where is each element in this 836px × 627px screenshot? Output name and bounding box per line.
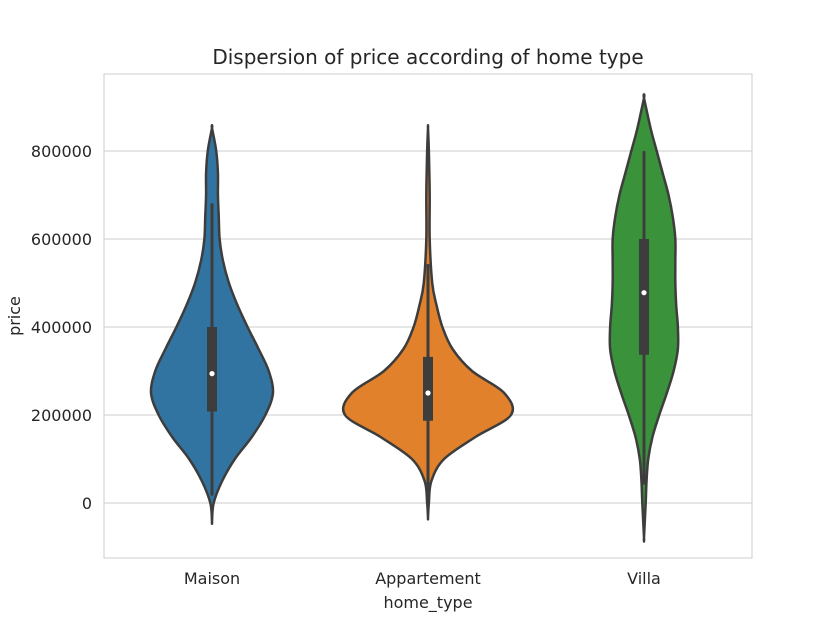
median-point [425,390,431,396]
y-tick-labels: 0 200000 400000 600000 800000 [31,142,92,513]
median-point [209,371,215,377]
x-tick-label: Villa [627,569,661,588]
median-point [641,290,647,296]
y-tick-label: 400000 [31,318,92,337]
violin-villa [608,93,680,543]
x-tick-label: Maison [184,569,240,588]
y-axis-label: price [5,296,24,336]
violin-appartement [341,124,515,521]
violins [149,93,680,543]
y-tick-label: 200000 [31,406,92,425]
y-tick-label: 800000 [31,142,92,161]
chart-title: Dispersion of price according of home ty… [212,45,643,69]
y-tick-label: 600000 [31,230,92,249]
x-tick-labels: Maison Appartement Villa [184,569,661,588]
plot-frame [103,73,753,559]
violin-maison [149,124,275,526]
x-axis-label: home_type [383,593,472,613]
x-tick-label: Appartement [375,569,481,588]
y-tick-label: 0 [82,494,92,513]
